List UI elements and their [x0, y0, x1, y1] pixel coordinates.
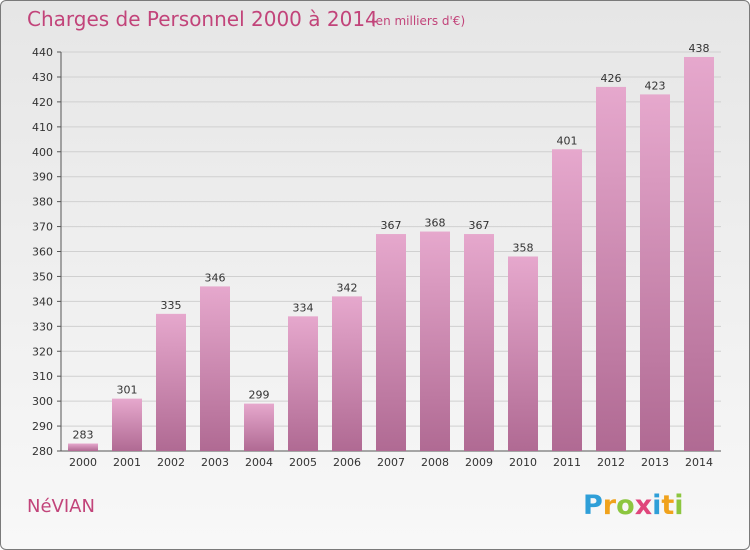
y-tick-label: 400 [32, 146, 53, 159]
bar [332, 296, 362, 451]
bar [464, 234, 494, 451]
y-tick-label: 320 [32, 345, 53, 358]
y-tick-label: 290 [32, 420, 53, 433]
y-tick-label: 340 [32, 295, 53, 308]
data-label: 358 [513, 241, 534, 254]
x-tick-label: 2008 [421, 456, 449, 469]
data-label: 301 [117, 384, 138, 397]
bars [68, 56, 714, 452]
data-label: 346 [205, 271, 226, 284]
x-tick-labels: 2000 2001 2002 2003 2004 2005 2006 2007 2008 2009… [69, 456, 713, 469]
data-label: 335 [161, 299, 182, 312]
logo-letter: o [616, 490, 635, 521]
y-tick-label: 410 [32, 121, 53, 134]
bar [112, 398, 142, 451]
y-tick-label: 430 [32, 71, 53, 84]
x-tick-label: 2014 [685, 456, 713, 469]
data-label: 423 [645, 79, 666, 92]
x-tick-label: 2005 [289, 456, 317, 469]
bar [684, 56, 714, 452]
logo-letter: t [661, 490, 675, 521]
logo-letter: P [583, 490, 603, 521]
data-labels: 283 301 335 346 299 334 342 367 368 367 358 401 426 4… [73, 42, 710, 442]
data-label: 334 [293, 301, 314, 314]
data-label: 283 [73, 429, 94, 442]
data-label: 368 [425, 217, 446, 230]
data-label: 438 [689, 42, 710, 55]
bar [376, 234, 406, 451]
y-tick-label: 360 [32, 246, 53, 259]
place-name: NéVIAN [27, 496, 95, 517]
x-tick-label: 2002 [157, 456, 185, 469]
x-tick-label: 2003 [201, 456, 229, 469]
x-tick-label: 2006 [333, 456, 361, 469]
x-tick-label: 2004 [245, 456, 273, 469]
x-tick-label: 2013 [641, 456, 669, 469]
x-tick-label: 2010 [509, 456, 537, 469]
y-tick-label: 280 [32, 445, 53, 458]
data-label: 367 [469, 219, 490, 232]
data-label: 401 [557, 134, 578, 147]
logo-letter: i [652, 490, 662, 521]
y-tick-label: 440 [32, 46, 53, 59]
bar [244, 403, 274, 451]
x-tick-label: 2007 [377, 456, 405, 469]
chart-title: Charges de Personnel 2000 à 2014 [27, 7, 378, 31]
bar [156, 313, 186, 451]
y-tick-label: 390 [32, 171, 53, 184]
y-tick-labels: 280 290 300 310 320 330 340 350 360 370 380 390 400 4… [32, 46, 53, 458]
bar [508, 256, 538, 451]
bar [288, 316, 318, 451]
data-label: 342 [337, 281, 358, 294]
y-tick-label: 370 [32, 221, 53, 234]
x-tick-label: 2001 [113, 456, 141, 469]
bar [200, 286, 230, 451]
y-tick-label: 380 [32, 196, 53, 209]
logo-letter: r [602, 490, 617, 521]
x-tick-label: 2009 [465, 456, 493, 469]
logo-letter: i [674, 490, 684, 521]
data-label: 426 [601, 72, 622, 85]
chart-subtitle: (en milliers d'€) [371, 14, 466, 28]
y-tick-label: 350 [32, 270, 53, 283]
bar [68, 443, 98, 451]
logo-letter: x [634, 490, 653, 521]
proxiti-logo[interactable]: Proxiti [583, 490, 684, 521]
bar [552, 149, 582, 451]
y-tick-label: 300 [32, 395, 53, 408]
y-tick-label: 310 [32, 370, 53, 383]
y-tick-label: 420 [32, 96, 53, 109]
x-tick-label: 2000 [69, 456, 97, 469]
bar [420, 231, 450, 451]
data-label: 299 [249, 389, 270, 402]
x-tick-label: 2011 [553, 456, 581, 469]
data-label: 367 [381, 219, 402, 232]
bar [596, 86, 626, 451]
x-tick-label: 2012 [597, 456, 625, 469]
y-tick-label: 330 [32, 320, 53, 333]
bar [640, 94, 670, 452]
